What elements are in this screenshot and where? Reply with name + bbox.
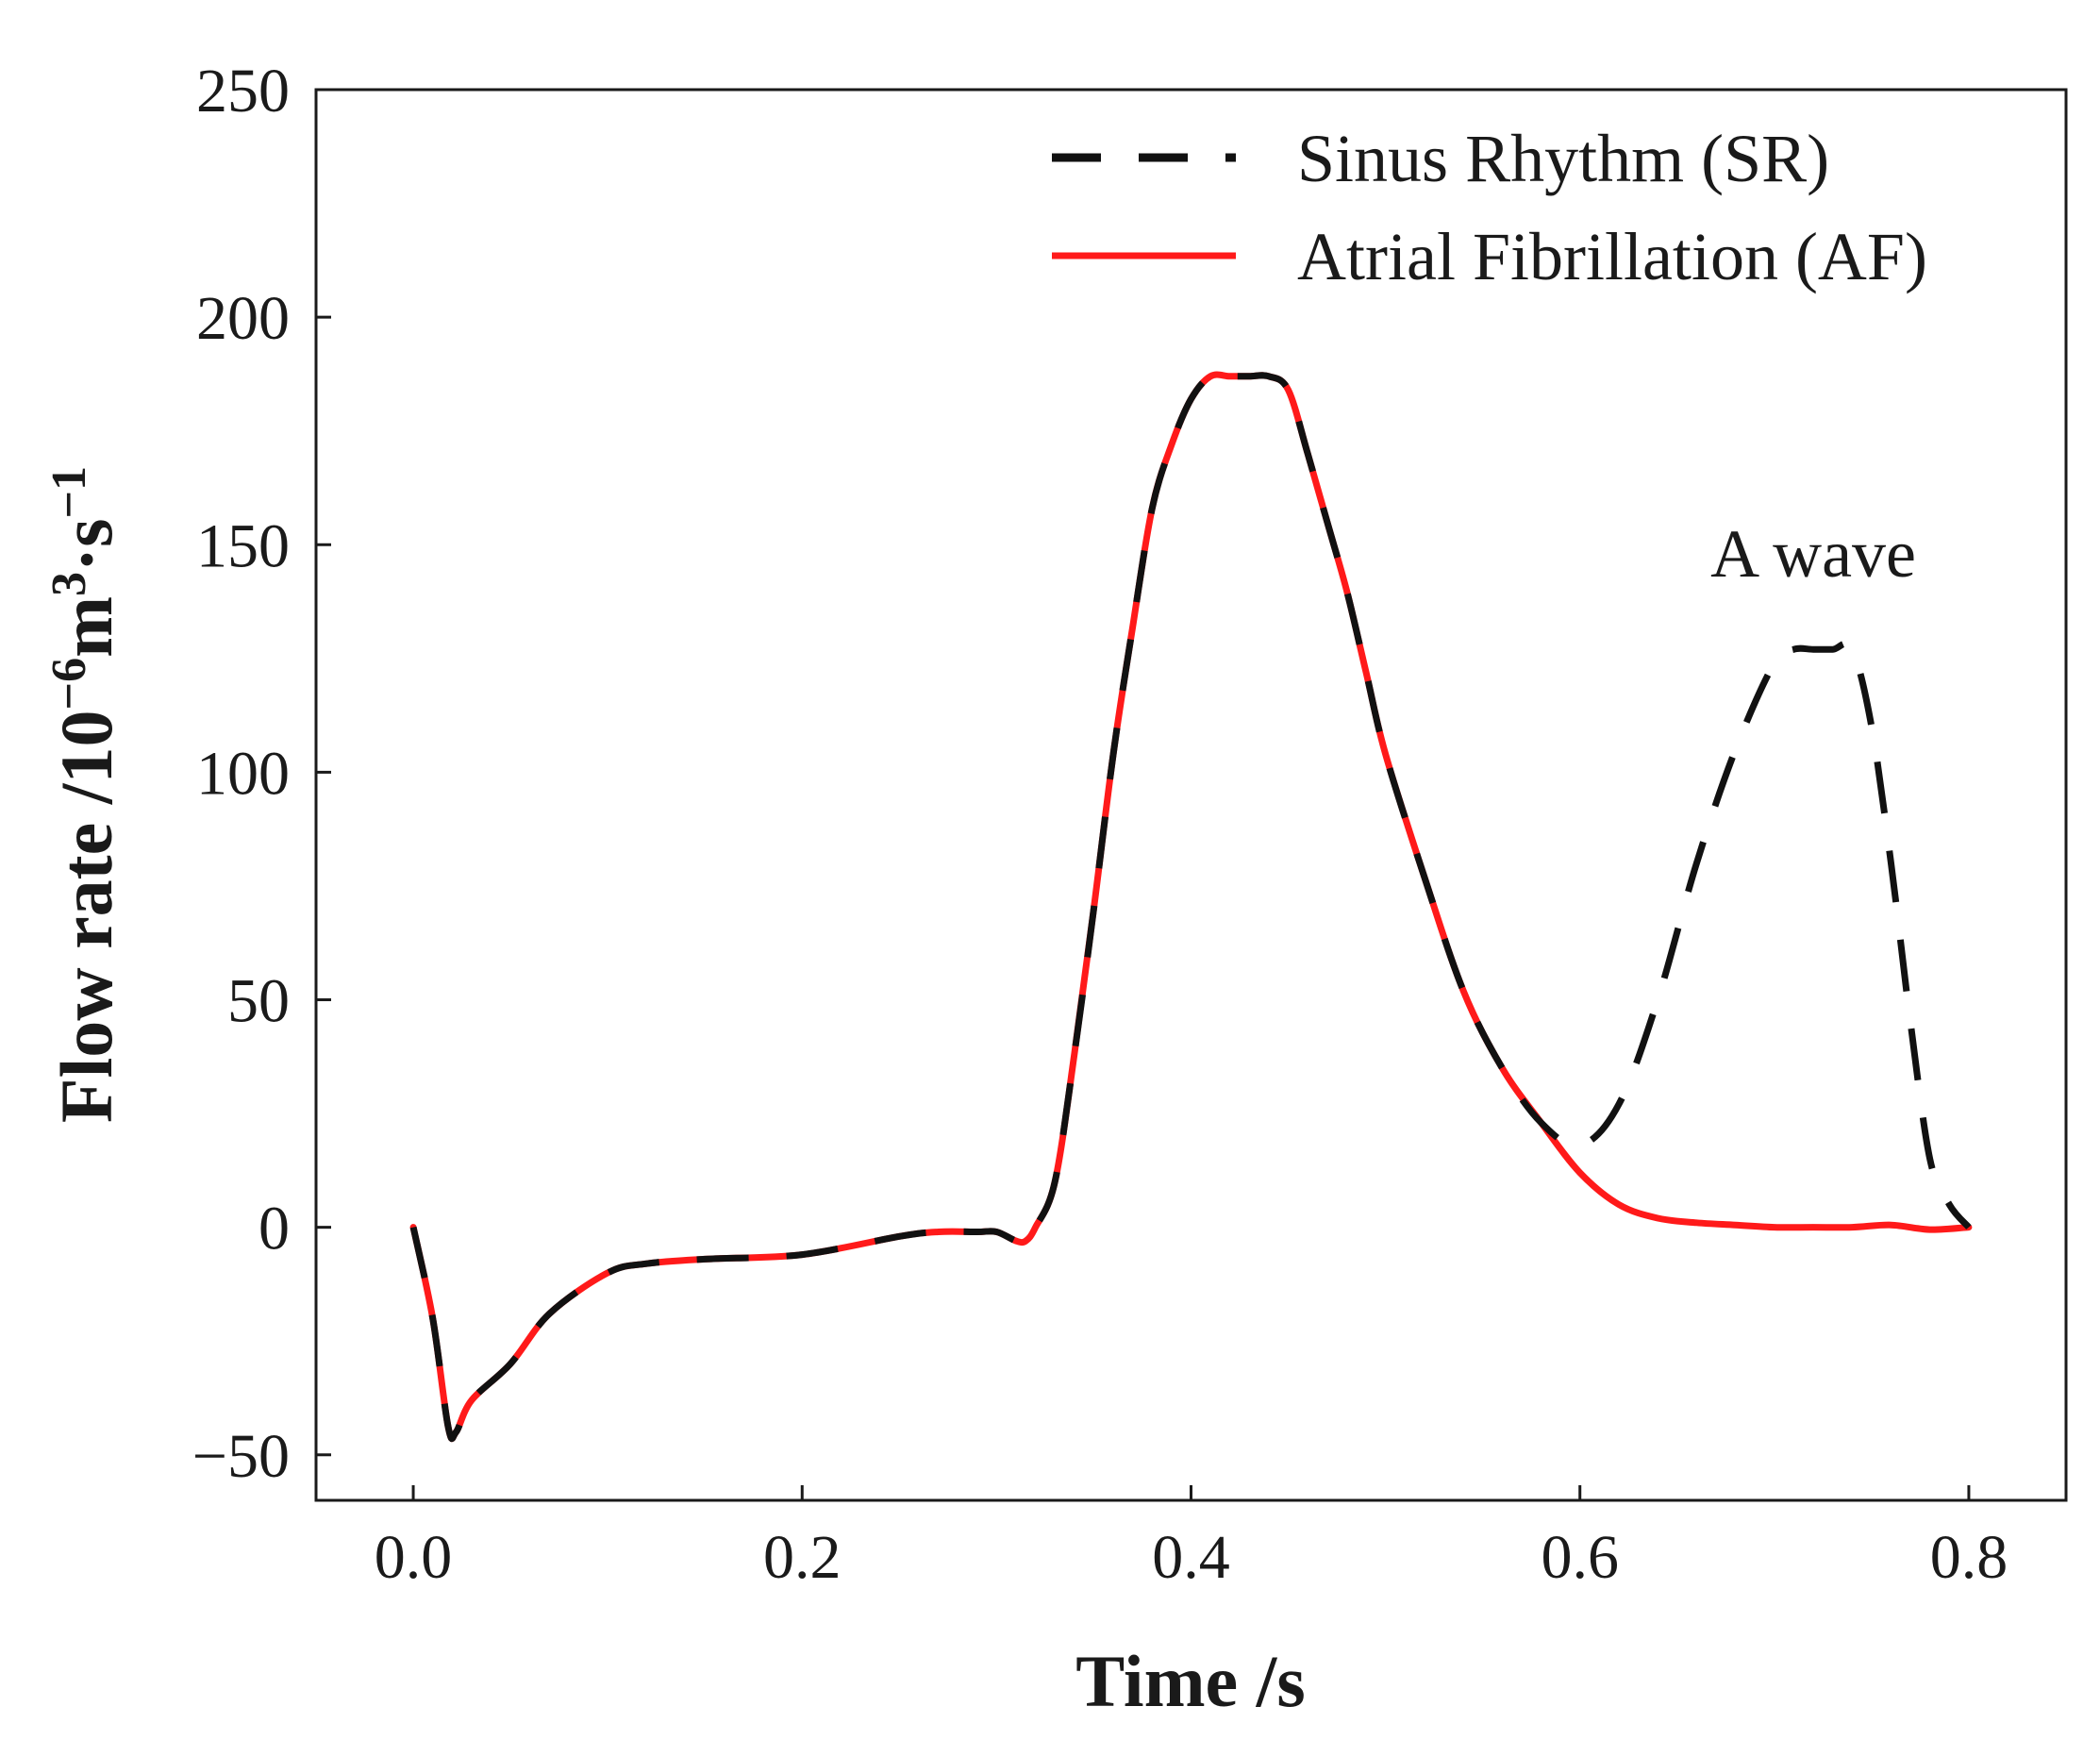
y-tick-label: 200 xyxy=(196,284,290,353)
series-lines xyxy=(409,371,1973,1443)
y-tick-label: 0 xyxy=(258,1195,290,1263)
y-axis-title-exp2: 3 xyxy=(42,572,96,596)
legend-af-label: Atrial Fibrillation (AF) xyxy=(1297,219,1927,294)
axis-ticks: 0.0 0.2 0.4 0.6 0.8 −50 0 50 100 150 200 250 xyxy=(192,57,2008,1592)
x-axis-title: Time /s xyxy=(1075,1640,1305,1722)
y-tick-label: −50 xyxy=(192,1422,290,1491)
y-tick-label: 50 xyxy=(227,967,290,1036)
plot-frame xyxy=(314,88,2068,1502)
a-wave-annotation: A wave xyxy=(1710,516,1916,592)
x-tick-label: 0.0 xyxy=(375,1523,453,1592)
legend-sr-label: Sinus Rhythm (SR) xyxy=(1297,121,1829,196)
y-axis-title: Flow rate /10−6m3·s−1 xyxy=(42,466,127,1123)
series-sr-line xyxy=(409,371,1972,1443)
x-tick-label: 0.6 xyxy=(1541,1523,1619,1592)
y-axis-title-main: Flow rate /10 xyxy=(45,711,127,1124)
x-tick-label: 0.4 xyxy=(1152,1523,1230,1592)
x-tick-label: 0.2 xyxy=(763,1523,842,1592)
y-axis-title-unit2: ·s xyxy=(45,519,127,572)
x-tick-label: 0.8 xyxy=(1930,1523,2008,1592)
legend: Sinus Rhythm (SR) Atrial Fibrillation (A… xyxy=(1052,121,1927,294)
y-axis-title-exp3: −1 xyxy=(42,466,96,519)
series-af-line xyxy=(409,371,1973,1443)
y-axis-title-exp1: −6 xyxy=(42,658,96,711)
y-axis-title-unit1: m xyxy=(45,596,127,658)
y-tick-label: 150 xyxy=(196,511,290,580)
y-tick-label: 250 xyxy=(196,57,290,125)
y-tick-label: 100 xyxy=(196,739,290,808)
